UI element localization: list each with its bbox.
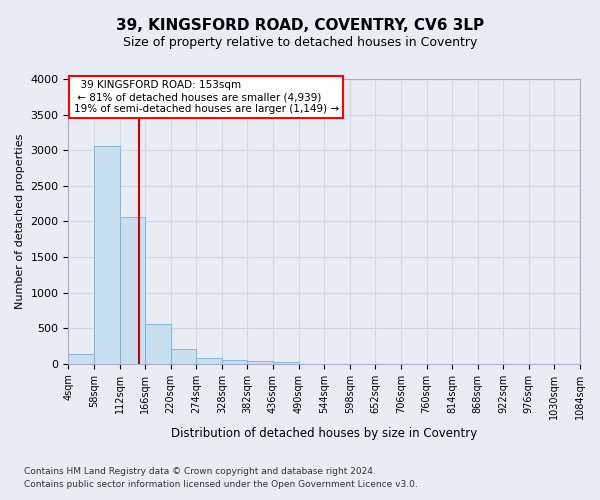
Text: Contains HM Land Registry data © Crown copyright and database right 2024.: Contains HM Land Registry data © Crown c…: [24, 467, 376, 476]
Y-axis label: Number of detached properties: Number of detached properties: [15, 134, 25, 309]
Bar: [222, 360, 247, 364]
Bar: [119, 217, 145, 364]
Bar: [68, 354, 94, 364]
Text: 39 KINGSFORD ROAD: 153sqm
 ← 81% of detached houses are smaller (4,939)
19% of s: 39 KINGSFORD ROAD: 153sqm ← 81% of detac…: [74, 80, 338, 114]
Bar: [196, 358, 222, 364]
Bar: [94, 146, 119, 364]
X-axis label: Distribution of detached houses by size in Coventry: Distribution of detached houses by size …: [171, 427, 478, 440]
Text: 39, KINGSFORD ROAD, COVENTRY, CV6 3LP: 39, KINGSFORD ROAD, COVENTRY, CV6 3LP: [116, 18, 484, 32]
Bar: [145, 324, 171, 364]
Bar: [171, 350, 196, 364]
Text: Contains public sector information licensed under the Open Government Licence v3: Contains public sector information licen…: [24, 480, 418, 489]
Bar: [273, 362, 299, 364]
Text: Size of property relative to detached houses in Coventry: Size of property relative to detached ho…: [123, 36, 477, 49]
Bar: [247, 361, 273, 364]
